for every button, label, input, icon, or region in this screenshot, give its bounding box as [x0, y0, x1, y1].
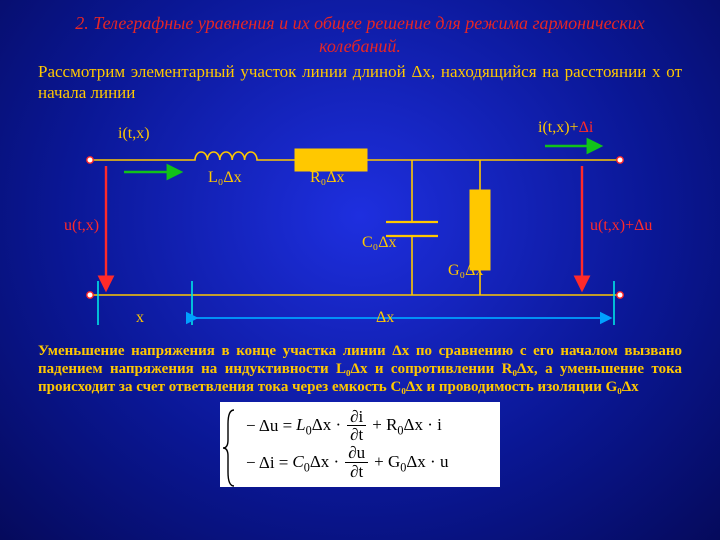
label-i-out-pre: i(t,x)+	[538, 119, 579, 136]
circuit-diagram: i(t,x) i(t,x)+Δi u(t,x) u(t,x)+Δu L₀Δx R…	[40, 110, 680, 340]
explanation-text: Уменьшение напряжения в конце участка ли…	[0, 340, 720, 396]
label-dx: Δx	[376, 310, 394, 326]
label-G: G₀Δx	[448, 263, 483, 279]
label-i-in: i(t,x)	[118, 126, 150, 142]
label-x: x	[136, 310, 144, 326]
brace-icon	[222, 408, 236, 488]
equations-box: − Δu = L0Δx · ∂i∂t + R0Δx · i − Δi = C0Δ…	[220, 402, 500, 487]
label-C: C₀Δx	[362, 235, 397, 251]
intro-text: Рассмотрим элементарный участок линии дл…	[0, 57, 720, 104]
circuit-svg	[40, 110, 680, 340]
label-L: L₀Δx	[208, 170, 242, 186]
label-u-out-delta: Δu	[634, 217, 652, 234]
page-title: 2. Телеграфные уравнения и их общее реше…	[0, 0, 720, 57]
label-i-out-delta: Δi	[579, 119, 594, 136]
label-u-out-pre: u(t,x)+	[590, 217, 634, 234]
label-R: R₀Δx	[310, 170, 345, 186]
label-i-out: i(t,x)+Δi	[538, 120, 593, 136]
equation-row-2: − Δi = C0Δx · ∂u∂t + G0Δx · u	[246, 444, 490, 481]
equation-row-1: − Δu = L0Δx · ∂i∂t + R0Δx · i	[246, 408, 490, 445]
label-u-out: u(t,x)+Δu	[590, 218, 652, 234]
label-u-in: u(t,x)	[64, 218, 99, 234]
